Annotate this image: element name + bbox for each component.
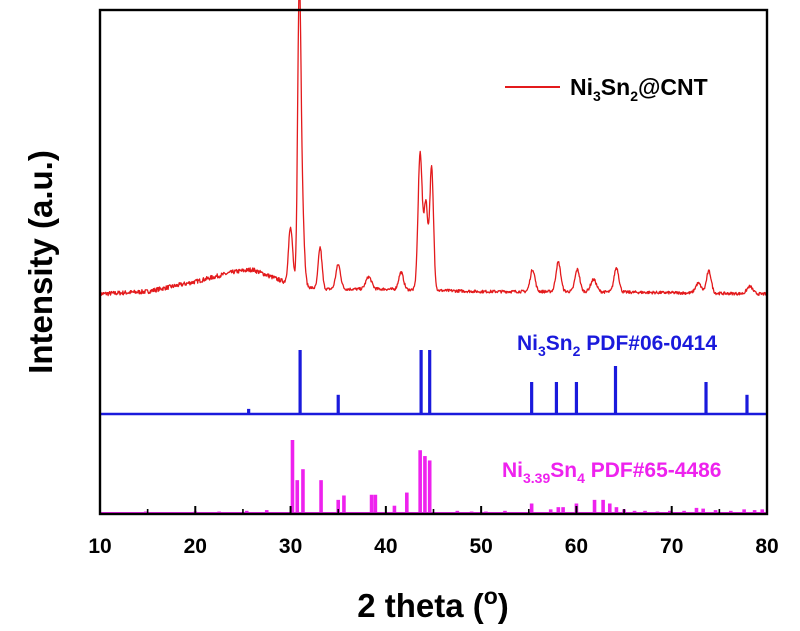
x-axis-title-text: 2 theta ( [357, 587, 484, 624]
label-subscript: 3 [593, 88, 601, 104]
label-part: @CNT [638, 74, 708, 100]
x-tick-label: 50 [469, 535, 492, 558]
x-tick-label: 20 [184, 535, 207, 558]
label-subscript: 3 [538, 343, 546, 359]
x-tick-label: 10 [88, 535, 111, 558]
legend: Ni3Sn2@CNT [505, 74, 708, 104]
label-subscript: 3.39 [523, 470, 550, 486]
x-axis-ticks: 10 20 30 40 50 60 70 80 [88, 506, 779, 558]
label-part: PDF#65-4486 [585, 459, 722, 482]
x-tick-label: 40 [374, 535, 397, 558]
x-axis-title: 2 theta (o) [357, 583, 509, 624]
reference-label-ni3sn2: Ni3Sn2 PDF#06-0414 [517, 332, 717, 359]
x-tick-label: 30 [279, 535, 302, 558]
reference-label-ni339sn4: Ni3.39Sn4 PDF#65-4486 [502, 459, 721, 486]
y-axis-title: Intensity (a.u.) [22, 150, 59, 374]
label-part: Sn [546, 332, 573, 355]
sample-line [99, 0, 768, 297]
sample-pattern [99, 0, 768, 297]
label-subscript: 4 [577, 470, 585, 486]
x-axis-title-close: ) [498, 587, 509, 624]
label-subscript: 2 [573, 343, 581, 359]
label-part: Sn [550, 459, 577, 482]
x-axis-title-sup: o [484, 583, 498, 609]
reference-pattern-ni3sn2 [100, 350, 767, 416]
label-part: PDF#06-0414 [580, 332, 717, 355]
label-part: Sn [601, 74, 630, 100]
label-part: Ni [570, 74, 593, 100]
label-part: Ni [517, 332, 538, 355]
x-tick-label: 70 [660, 535, 683, 558]
label-part: Ni [502, 459, 523, 482]
legend-label-sample: Ni3Sn2@CNT [570, 74, 708, 104]
label-subscript: 2 [630, 88, 638, 104]
x-tick-label: 80 [755, 535, 778, 558]
x-tick-label: 60 [565, 535, 588, 558]
